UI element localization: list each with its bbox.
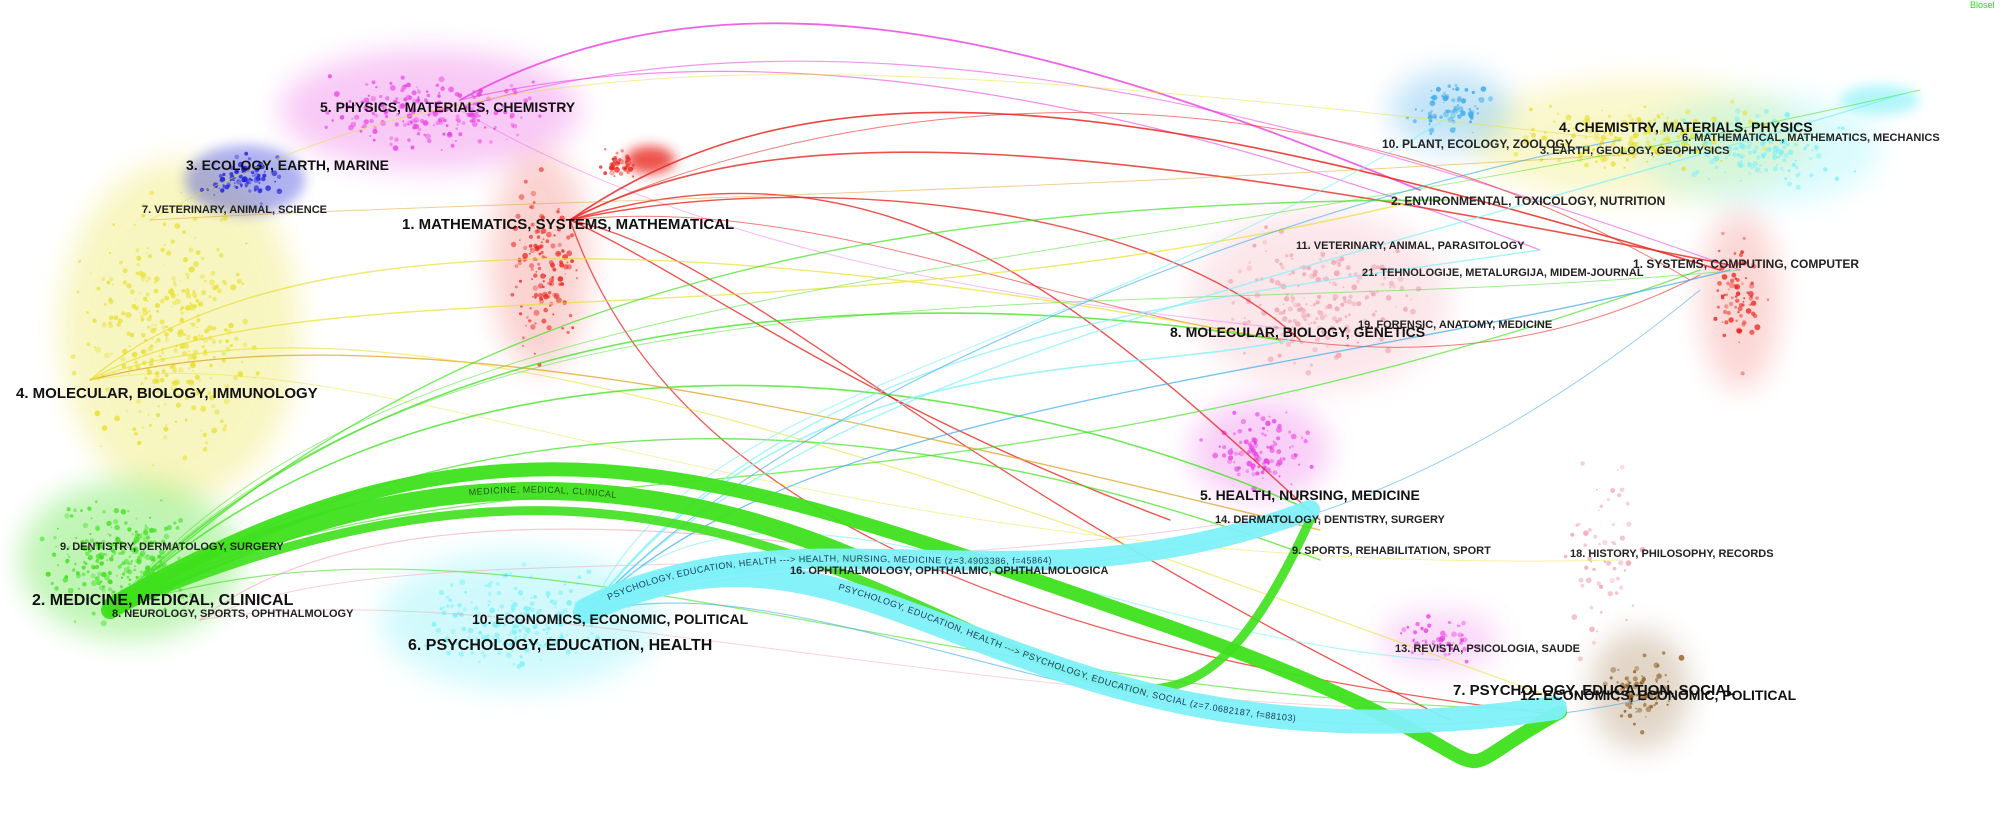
watermark: Blosel xyxy=(1970,0,1995,10)
cited-label-5: 5. HEALTH, NURSING, MEDICINE xyxy=(1200,487,1420,503)
citing-label-5: 5. PHYSICS, MATERIALS, CHEMISTRY xyxy=(320,99,576,115)
cited-label-21: 21. TEHNOLOGIJE, METALURGIJA, MIDEM-JOUR… xyxy=(1362,267,1644,279)
cited-label-10: 10. PLANT, ECOLOGY, ZOOLOGY xyxy=(1382,137,1573,151)
cited-label-2: 2. ENVIRONMENTAL, TOXICOLOGY, NUTRITION xyxy=(1391,194,1665,208)
cited-label-13: 13. REVISTA, PSICOLOGIA, SAUDE xyxy=(1395,643,1580,655)
citing-label-10: 10. ECONOMICS, ECONOMIC, POLITICAL xyxy=(472,611,749,627)
citing-label-9: 9. DENTISTRY, DERMATOLOGY, SURGERY xyxy=(60,541,284,553)
citing-label-6: 6. PSYCHOLOGY, EDUCATION, HEALTH xyxy=(408,637,712,654)
citing-label-1: 1. MATHEMATICS, SYSTEMS, MATHEMATICAL xyxy=(402,216,734,233)
cited-label-19: 19. FORENSIC, ANATOMY, MEDICINE xyxy=(1358,319,1552,331)
citing-label-7: 7. VETERINARY, ANIMAL, SCIENCE xyxy=(142,204,327,216)
citation-links xyxy=(89,22,1921,769)
cited-cluster-labels: 1. SYSTEMS, COMPUTING, COMPUTER 2. ENVIR… xyxy=(790,119,1940,703)
cited-map-point-cloud xyxy=(1190,70,1920,750)
cited-label-18: 18. HISTORY, PHILOSOPHY, RECORDS xyxy=(1570,548,1774,560)
cited-label-14: 14. DERMATOLOGY, DENTISTRY, SURGERY xyxy=(1215,514,1445,526)
cited-label-16: 16. OPHTHALMOLOGY, OPHTHALMIC, OPHTHALMO… xyxy=(790,565,1108,577)
cited-label-7: 7. PSYCHOLOGY, EDUCATION, SOCIAL xyxy=(1453,682,1735,699)
citing-label-4: 4. MOLECULAR, BIOLOGY, IMMUNOLOGY xyxy=(16,385,318,402)
citing-label-2: 2. MEDICINE, MEDICAL, CLINICAL xyxy=(32,592,294,609)
cited-label-11: 11. VETERINARY, ANIMAL, PARASITOLOGY xyxy=(1296,240,1525,252)
citing-label-3: 3. ECOLOGY, EARTH, MARINE xyxy=(186,157,389,173)
cited-label-3: 3. EARTH, GEOLOGY, GEOPHYSICS xyxy=(1540,145,1729,157)
publication-dots xyxy=(39,74,1856,735)
cited-label-9: 9. SPORTS, REHABILITATION, SPORT xyxy=(1292,545,1491,557)
cited-label-8: 8. MOLECULAR, BIOLOGY, GENETICS xyxy=(1170,324,1425,340)
cited-label-12: 12. ECONOMICS, ECONOMIC, POLITICAL xyxy=(1520,687,1797,703)
citing-label-8: 8. NEUROLOGY, SPORTS, OPHTHALMOLOGY xyxy=(112,608,354,620)
citing-cluster-labels: 1. MATHEMATICS, SYSTEMS, MATHEMATICAL 2.… xyxy=(16,99,749,654)
cited-label-6: 6. MATHEMATICAL, MATHEMATICS, MECHANICS xyxy=(1682,132,1940,144)
cited-label-4: 4. CHEMISTRY, MATERIALS, PHYSICS xyxy=(1559,119,1813,135)
cited-label-1: 1. SYSTEMS, COMPUTING, COMPUTER xyxy=(1633,257,1859,271)
